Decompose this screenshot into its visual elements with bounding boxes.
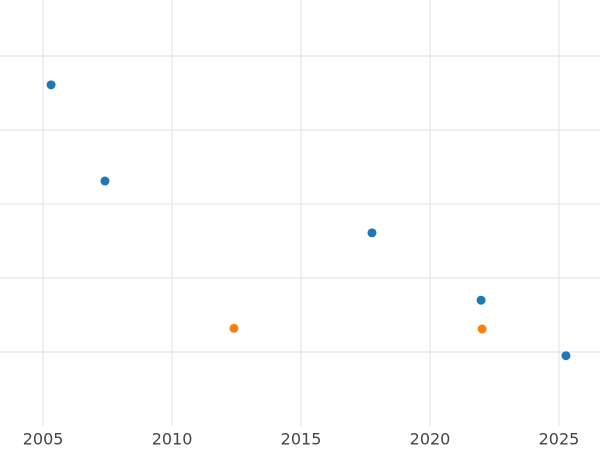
- point: [477, 324, 487, 334]
- x-tick-label: 2020: [410, 430, 451, 449]
- x-tick-label: 2005: [23, 430, 64, 449]
- point: [46, 80, 56, 90]
- point: [476, 295, 486, 305]
- x-tick-label: 2010: [152, 430, 193, 449]
- point: [229, 323, 239, 333]
- x-tick-label: 2025: [539, 430, 580, 449]
- point: [561, 351, 571, 361]
- x-tick-label: 2015: [281, 430, 322, 449]
- point: [367, 228, 377, 238]
- point: [100, 176, 110, 186]
